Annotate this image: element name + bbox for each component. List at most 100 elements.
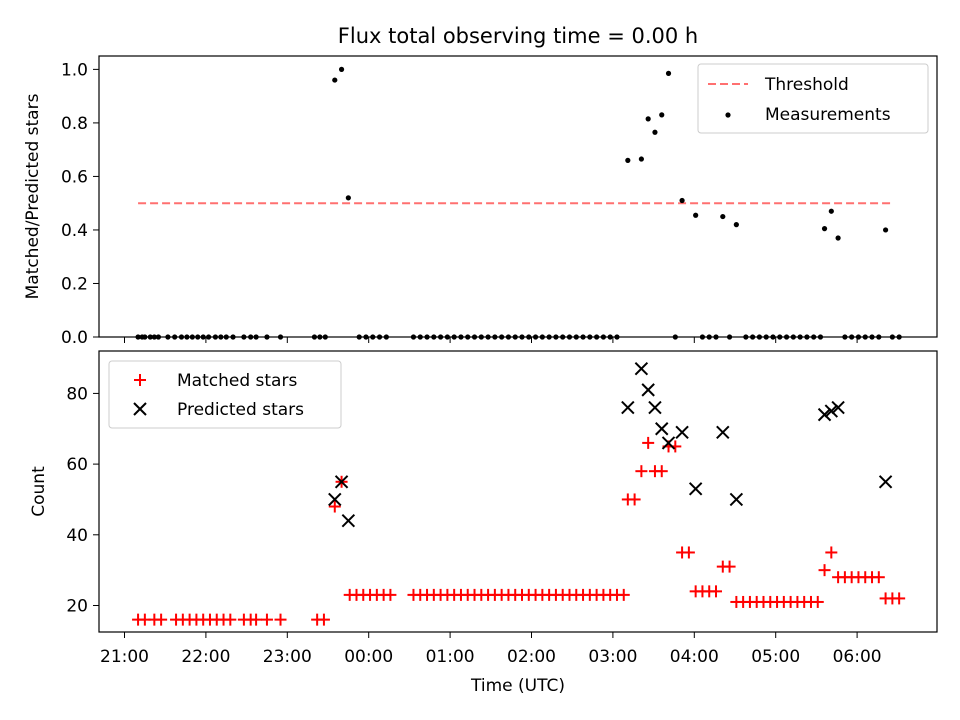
measurement-point — [253, 334, 259, 340]
measurement-point — [248, 334, 254, 340]
bottom-legend: Matched stars Predicted stars — [108, 360, 342, 429]
measurement-point — [218, 334, 224, 340]
measurement-point — [733, 222, 739, 228]
matched-star-point — [274, 613, 287, 626]
matched-star-point — [893, 592, 906, 605]
predicted-stars-series — [328, 361, 893, 528]
measurement-point — [471, 334, 478, 340]
matched-star-point — [723, 560, 736, 573]
bottom-xlabel: Time (UTC) — [470, 676, 565, 696]
measurement-point — [264, 334, 270, 340]
top-y-tick-label: 0.6 — [61, 167, 88, 187]
bottom-x-tick-label: 01:00 — [426, 647, 475, 667]
matched-star-point — [384, 588, 397, 601]
predicted-star-point — [661, 436, 676, 450]
measurement-point — [206, 334, 212, 340]
measurement-point — [277, 334, 284, 340]
measurement-point — [594, 334, 600, 340]
measurement-point — [763, 334, 769, 340]
measurement-point — [376, 334, 383, 340]
measurement-point — [417, 334, 423, 340]
predicted-star-point — [675, 425, 689, 440]
measurement-point — [499, 334, 505, 340]
top-plot-frame — [98, 55, 938, 338]
matched-star-point — [655, 465, 668, 478]
predicted-star-point — [328, 492, 342, 507]
matched-star-point — [250, 613, 263, 626]
measurement-point — [889, 334, 895, 340]
top-y-tick-label: 0.0 — [61, 328, 88, 348]
measurement-point — [835, 235, 841, 241]
measurement-point — [706, 334, 712, 340]
matched-star-point — [811, 595, 824, 608]
measurement-point — [726, 334, 733, 340]
bottom-plot-frame — [98, 350, 938, 633]
measurement-point — [797, 334, 803, 340]
measurement-point — [645, 116, 651, 122]
matched-star-point — [818, 564, 831, 577]
bottom-x-ticks: 21:00 22:00 23:00 00:00 01:00 02:00 03:00 04:00… — [100, 632, 882, 667]
matched-star-point — [628, 493, 641, 506]
measurement-point — [424, 334, 430, 340]
measurement-point — [600, 334, 607, 340]
predicted-star-point — [729, 492, 744, 507]
predicted-star-point — [831, 400, 845, 415]
measurement-point — [811, 334, 817, 340]
bottom-x-tick-label: 22:00 — [181, 647, 230, 667]
measurement-point — [512, 334, 518, 340]
measurement-point — [713, 334, 719, 340]
measurement-point — [770, 334, 776, 340]
measurement-point — [172, 334, 178, 340]
top-x-tick-marks — [124, 337, 858, 343]
measurement-point — [410, 334, 417, 340]
bottom-axes: Count Time (UTC) 20 40 60 80 21:00 22:00 23:0… — [29, 350, 938, 696]
measurement-point — [638, 156, 644, 162]
predicted-star-point — [621, 400, 635, 415]
top-y-tick-label: 0.8 — [61, 114, 88, 134]
bottom-y-tick-label: 60 — [66, 455, 88, 475]
matched-star-point — [155, 613, 168, 626]
top-y-ticks: 0.0 0.2 0.4 0.6 0.8 1.0 — [61, 60, 99, 348]
matched-stars-series — [132, 436, 906, 626]
measurement-point — [431, 334, 437, 340]
measurement-point — [370, 334, 376, 340]
measurement-point — [828, 208, 834, 214]
measurement-point — [720, 213, 726, 220]
bottom-x-tick-label: 05:00 — [751, 647, 800, 667]
matched-star-point — [872, 571, 885, 584]
measurement-point — [693, 212, 699, 218]
measurement-point — [607, 334, 613, 340]
top-y-tick-label: 1.0 — [61, 60, 88, 80]
measurement-point — [184, 334, 190, 340]
measurement-point — [356, 334, 362, 340]
predicted-star-point — [641, 383, 655, 397]
measurement-point — [135, 334, 141, 340]
measurement-point — [142, 334, 148, 340]
predicted-star-point — [817, 407, 832, 422]
measurement-point — [756, 334, 763, 340]
measurement-point — [444, 334, 450, 340]
measurement-point — [580, 334, 586, 340]
matched-star-point — [328, 500, 341, 513]
measurement-point — [165, 334, 171, 340]
matched-legend-label: Matched stars — [177, 371, 297, 391]
measurement-point — [178, 334, 185, 340]
measurement-point — [876, 334, 882, 340]
measurement-point — [817, 334, 824, 340]
bottom-x-tick-label: 23:00 — [263, 647, 312, 667]
bottom-x-tick-label: 02:00 — [507, 647, 556, 667]
matched-star-point — [260, 613, 273, 626]
measurement-point — [573, 334, 579, 340]
bottom-y-ticks: 20 40 60 80 — [66, 384, 99, 616]
measurement-point — [625, 157, 631, 163]
measurement-point — [553, 334, 559, 340]
matched-star-point — [825, 546, 838, 559]
bottom-ylabel: Count — [29, 466, 49, 517]
measurement-point — [882, 227, 889, 233]
measurement-point — [311, 334, 318, 340]
measurement-point — [743, 334, 749, 340]
predicted-star-point — [716, 425, 730, 440]
measurement-point — [458, 334, 464, 340]
measurement-point — [539, 334, 545, 340]
